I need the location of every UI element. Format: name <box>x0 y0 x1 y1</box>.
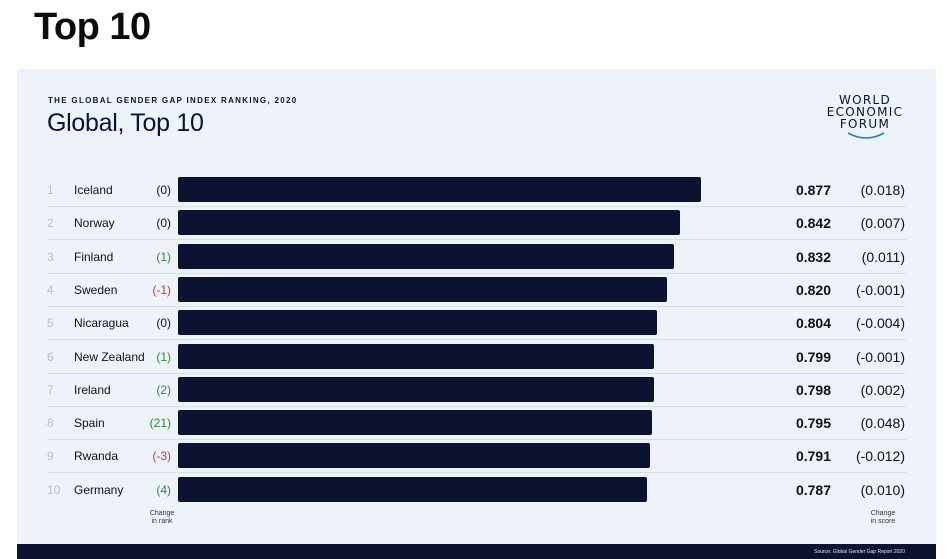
score-change: (-0.001) <box>855 348 905 365</box>
score-change: (0.002) <box>860 381 905 398</box>
rank-number: 4 <box>47 282 54 297</box>
score-change: (0.011) <box>861 248 905 265</box>
chart-eyebrow: THE GLOBAL GENDER GAP INDEX RANKING, 202… <box>48 96 298 105</box>
score-value: 0.804 <box>795 315 831 332</box>
rank-number: 3 <box>47 249 54 264</box>
row-divider <box>47 206 906 207</box>
score-change: (0.018) <box>860 182 905 198</box>
score-change: (-0.001) <box>855 281 905 298</box>
score-change-footnote: Change in score <box>857 510 909 526</box>
rank-number: 5 <box>47 316 54 331</box>
row-divider <box>47 439 906 441</box>
row-divider <box>47 372 906 374</box>
score-bar <box>178 177 701 202</box>
table-row: 9 Rwanda (-3) 0.791 (-0.012) <box>17 440 936 474</box>
rank-number: 2 <box>47 216 54 231</box>
rank-change: (21) <box>149 416 171 431</box>
score-bar <box>178 443 650 469</box>
score-value: 0.820 <box>795 281 831 298</box>
logo-line-economic: ECONOMIC <box>826 105 904 119</box>
score-value: 0.799 <box>795 348 831 365</box>
rank-change-footnote: Change in rank <box>144 510 180 526</box>
score-bar <box>178 476 648 502</box>
rank-number: 9 <box>47 449 54 464</box>
source-note: Source: Global Gender Gap Report 2020 <box>814 549 905 555</box>
score-bar <box>178 410 653 436</box>
table-row: 4 Sweden (-1) 0.820 (-0.001) <box>17 274 936 307</box>
logo-swoosh-icon <box>847 132 885 139</box>
rank-change: (2) <box>156 382 171 397</box>
table-row: 8 Spain (21) 0.795 (0.048) <box>17 407 936 441</box>
score-bar <box>178 343 655 369</box>
ranking-rows: 1 Iceland (0) 0.877 (0.018) 2 Norway (0) 0.842 (0… <box>17 174 936 507</box>
score-value: 0.842 <box>795 215 831 232</box>
rank-change-footnote-line2: in rank <box>151 518 173 525</box>
table-row: 3 Finland (1) 0.832 (0.011) <box>17 241 936 274</box>
country-label: Iceland <box>74 183 113 197</box>
rank-change-footnote-line1: Change <box>149 510 175 517</box>
score-bar <box>178 243 675 269</box>
logo-line-forum: FORUM <box>839 117 891 131</box>
country-label: Spain <box>74 416 105 431</box>
rank-change: (4) <box>156 482 171 497</box>
rank-number: 6 <box>47 349 54 364</box>
rank-change: (1) <box>156 249 171 264</box>
table-row: 7 Ireland (2) 0.798 (0.002) <box>17 374 936 407</box>
country-label: New Zealand <box>74 349 145 364</box>
score-value: 0.877 <box>795 182 831 198</box>
row-divider <box>47 472 906 474</box>
chart-card: THE GLOBAL GENDER GAP INDEX RANKING, 202… <box>17 69 936 559</box>
country-label: Rwanda <box>74 449 119 464</box>
table-row: 2 Norway (0) 0.842 (0.007) <box>17 207 936 241</box>
country-label: Ireland <box>74 382 111 397</box>
country-label: Sweden <box>74 282 118 297</box>
score-value: 0.798 <box>795 381 831 398</box>
table-row: 1 Iceland (0) 0.877 (0.018) <box>17 174 936 207</box>
country-label: Nicaragua <box>74 316 129 331</box>
rank-change: (0) <box>156 183 171 197</box>
row-divider <box>47 239 906 241</box>
rank-number: 8 <box>47 416 54 431</box>
rank-change: (-1) <box>152 282 171 297</box>
chart-title: Global, Top 10 <box>47 109 204 137</box>
score-change: (0.048) <box>860 415 905 432</box>
rank-number: 7 <box>47 382 54 397</box>
table-row: 10 Germany (4) 0.787 (0.010) <box>17 474 936 507</box>
table-row: 5 Nicaragua (0) 0.804 (-0.004) <box>17 307 936 341</box>
score-bar <box>178 210 681 236</box>
rank-number: 1 <box>47 183 54 197</box>
score-value: 0.787 <box>795 481 831 498</box>
table-row: 6 New Zealand (1) 0.799 (-0.001) <box>17 341 936 374</box>
rank-change: (0) <box>156 216 171 231</box>
rank-change: (-3) <box>152 449 171 464</box>
rank-change: (0) <box>156 316 171 331</box>
score-change: (-0.012) <box>855 448 905 465</box>
score-value: 0.795 <box>795 415 831 432</box>
wef-logo: WORLD ECONOMIC FORUM <box>813 93 917 149</box>
row-divider <box>47 272 906 274</box>
score-value: 0.832 <box>795 248 831 265</box>
score-change-footnote-line2: in score <box>870 518 896 525</box>
footer-bar: Source: Global Gender Gap Report 2020 <box>17 544 936 559</box>
score-bar <box>178 276 667 302</box>
row-divider <box>47 405 906 407</box>
country-label: Norway <box>74 216 115 231</box>
score-change: (-0.004) <box>855 315 905 332</box>
logo-line-world: WORLD <box>838 93 892 107</box>
rank-change: (1) <box>156 349 171 364</box>
country-label: Finland <box>74 249 114 264</box>
score-change: (0.010) <box>860 481 905 498</box>
score-bar <box>178 310 658 336</box>
score-change: (0.007) <box>860 215 905 232</box>
score-change-footnote-line1: Change <box>870 510 896 517</box>
row-divider <box>47 339 906 341</box>
rank-number: 10 <box>47 482 61 497</box>
page-heading: Top 10 <box>34 6 151 48</box>
score-bar <box>178 376 654 402</box>
country-label: Germany <box>74 482 124 497</box>
row-divider <box>47 305 906 307</box>
score-value: 0.791 <box>795 448 831 465</box>
